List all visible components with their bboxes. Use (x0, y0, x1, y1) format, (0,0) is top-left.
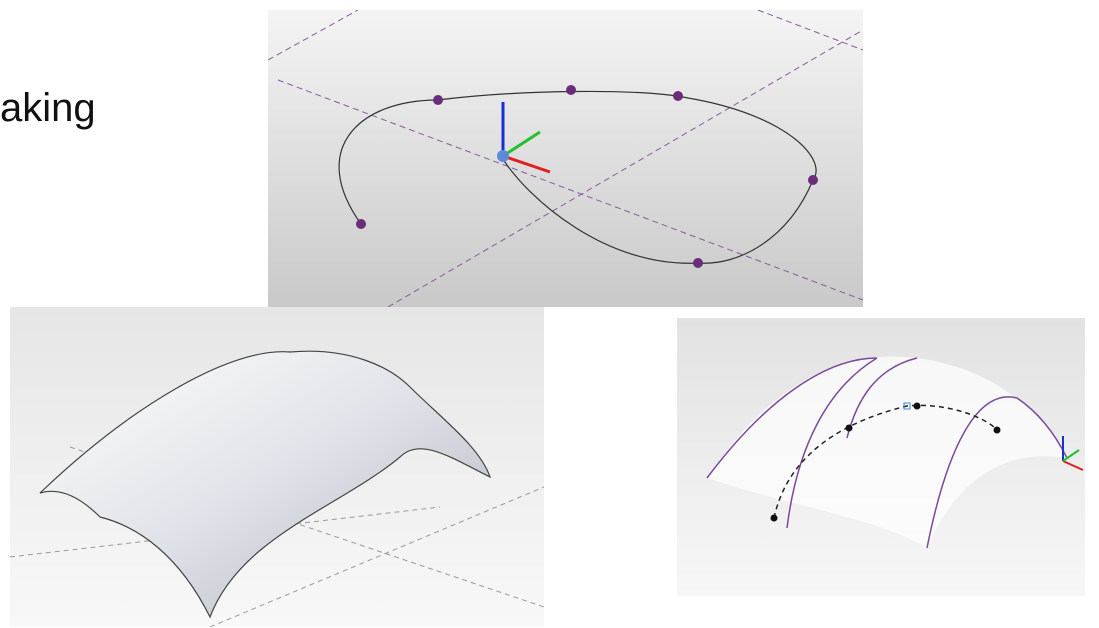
surface-viewport (10, 307, 544, 627)
spline-viewport (268, 10, 863, 307)
slide-heading: aking (0, 86, 96, 130)
profile-surface-viewport (677, 318, 1085, 596)
